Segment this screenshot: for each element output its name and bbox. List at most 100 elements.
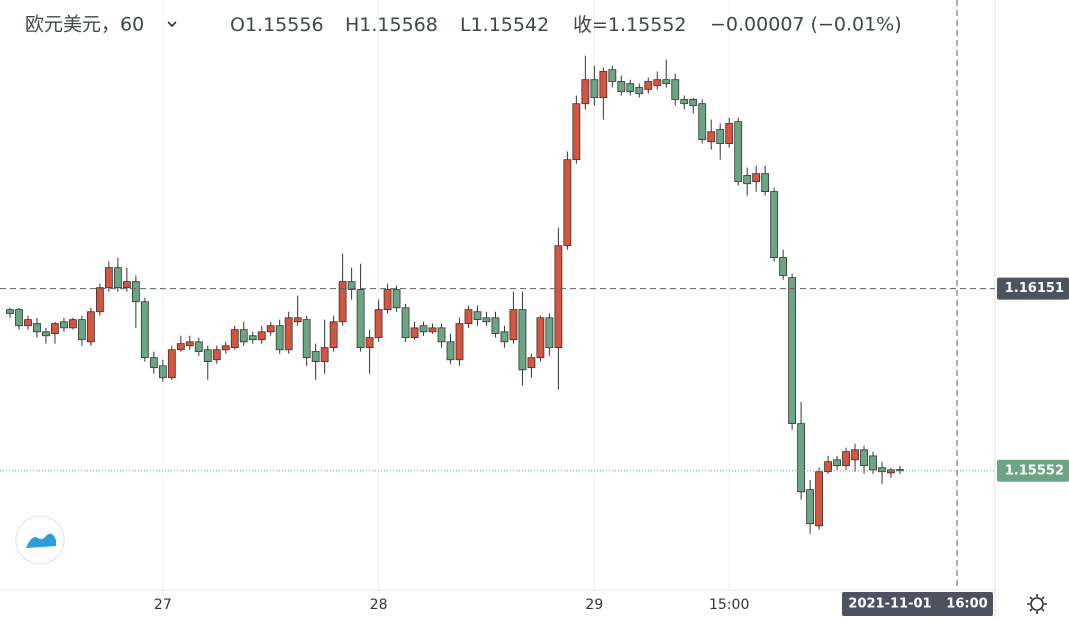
- candle-body: [473, 311, 482, 321]
- candle-body: [212, 349, 221, 361]
- x-tick-label: 27: [154, 597, 172, 613]
- candle-body: [42, 331, 50, 337]
- candle-body: [545, 317, 554, 349]
- candle-body: [581, 79, 590, 105]
- candle-body: [491, 317, 500, 335]
- candle-body: [815, 471, 823, 527]
- candle-body: [626, 83, 635, 92]
- candle-body: [680, 99, 689, 105]
- candle-body: [833, 459, 841, 467]
- candle-body: [806, 489, 815, 525]
- candle-body: [599, 71, 608, 99]
- ohlc-item: L1.15542: [460, 14, 549, 36]
- candle-body: [392, 289, 401, 309]
- candle-body: [608, 69, 617, 82]
- x-tick-label: 15:00: [709, 597, 749, 613]
- candle-body: [707, 131, 716, 143]
- crosshair-date: 2021-11-01: [848, 597, 931, 612]
- candle-body: [95, 287, 104, 313]
- candle-body: [257, 331, 266, 341]
- candle-body: [104, 267, 113, 289]
- candle-body: [149, 357, 158, 369]
- candle-body: [698, 103, 707, 140]
- candle-body: [410, 327, 419, 338]
- ohlc-value: 1.15542: [471, 14, 550, 36]
- ohlc-value: 1.15556: [245, 14, 324, 36]
- symbol-chevron[interactable]: [167, 21, 177, 28]
- ohlc-value: 1.15552: [608, 14, 687, 36]
- candle-body: [518, 309, 527, 371]
- ohlc-label: H: [345, 14, 359, 36]
- ohlc-label: 收=: [573, 14, 608, 36]
- candle-body: [590, 79, 599, 99]
- ohlc-label: O: [230, 14, 245, 36]
- candle-body: [230, 329, 239, 349]
- candle-body: [33, 323, 41, 333]
- candle-body: [203, 349, 212, 363]
- candle-body: [743, 175, 752, 185]
- ohlc-label: L: [460, 14, 471, 36]
- candle-body: [293, 317, 302, 323]
- symbol[interactable]: 欧元美元，60: [25, 14, 144, 36]
- candle-body: [356, 289, 365, 349]
- candle-body: [617, 81, 626, 92]
- candle-body: [347, 281, 356, 290]
- candle-body: [419, 325, 428, 333]
- candle-body: [266, 325, 275, 333]
- ohlc-value: 1.15568: [359, 14, 438, 36]
- candle-body: [15, 309, 23, 327]
- ohlc-item: H1.15568: [345, 14, 438, 36]
- candle-body: [878, 467, 886, 473]
- candle-body: [275, 325, 284, 351]
- candle-body: [365, 337, 374, 349]
- candle-body: [131, 281, 140, 303]
- candle-body: [752, 173, 761, 182]
- candle-body: [842, 451, 850, 467]
- settings-gear[interactable]: [1027, 594, 1047, 614]
- candle-body: [437, 327, 446, 343]
- candle-body: [284, 317, 293, 351]
- candle-body: [779, 257, 788, 276]
- candle-body: [572, 103, 581, 161]
- candle-body: [239, 329, 248, 343]
- candle-body: [824, 461, 832, 473]
- candle-body: [302, 319, 311, 359]
- candle-body: [185, 341, 194, 347]
- candle-body: [869, 455, 877, 471]
- candle-body: [644, 81, 653, 90]
- candle-body: [87, 311, 95, 343]
- candle-body: [311, 351, 320, 363]
- candle-body: [338, 281, 347, 323]
- candle-body: [6, 309, 14, 314]
- crosshair-time: 16:00: [946, 597, 987, 612]
- candle-body: [851, 449, 859, 461]
- candle-body: [122, 281, 131, 289]
- x-tick-label: 29: [585, 597, 603, 613]
- candle-body: [671, 79, 680, 100]
- x-tick-label: 28: [370, 597, 388, 613]
- candle-body: [24, 319, 32, 327]
- candle-body: [320, 347, 329, 363]
- candle-body: [788, 277, 797, 425]
- candle-body: [500, 331, 509, 343]
- ohlc-item: O1.15556: [230, 14, 324, 36]
- candle-body: [167, 349, 176, 379]
- candle-body: [734, 121, 743, 182]
- candle-body: [383, 289, 392, 310]
- candle-body: [113, 267, 122, 289]
- candle-body: [653, 79, 662, 86]
- candle-body: [554, 245, 563, 349]
- candle-body: [662, 79, 671, 85]
- candle-body: [176, 343, 185, 351]
- logo[interactable]: [15, 515, 65, 565]
- candle-body: [770, 191, 779, 258]
- candle-body: [60, 321, 68, 329]
- candle-body: [716, 129, 725, 144]
- price-label-box: [997, 459, 1069, 482]
- candle-body: [51, 323, 59, 335]
- candle-body: [221, 345, 230, 351]
- candle-body: [194, 341, 203, 352]
- candle-body: [428, 327, 437, 333]
- candle-body: [248, 335, 257, 341]
